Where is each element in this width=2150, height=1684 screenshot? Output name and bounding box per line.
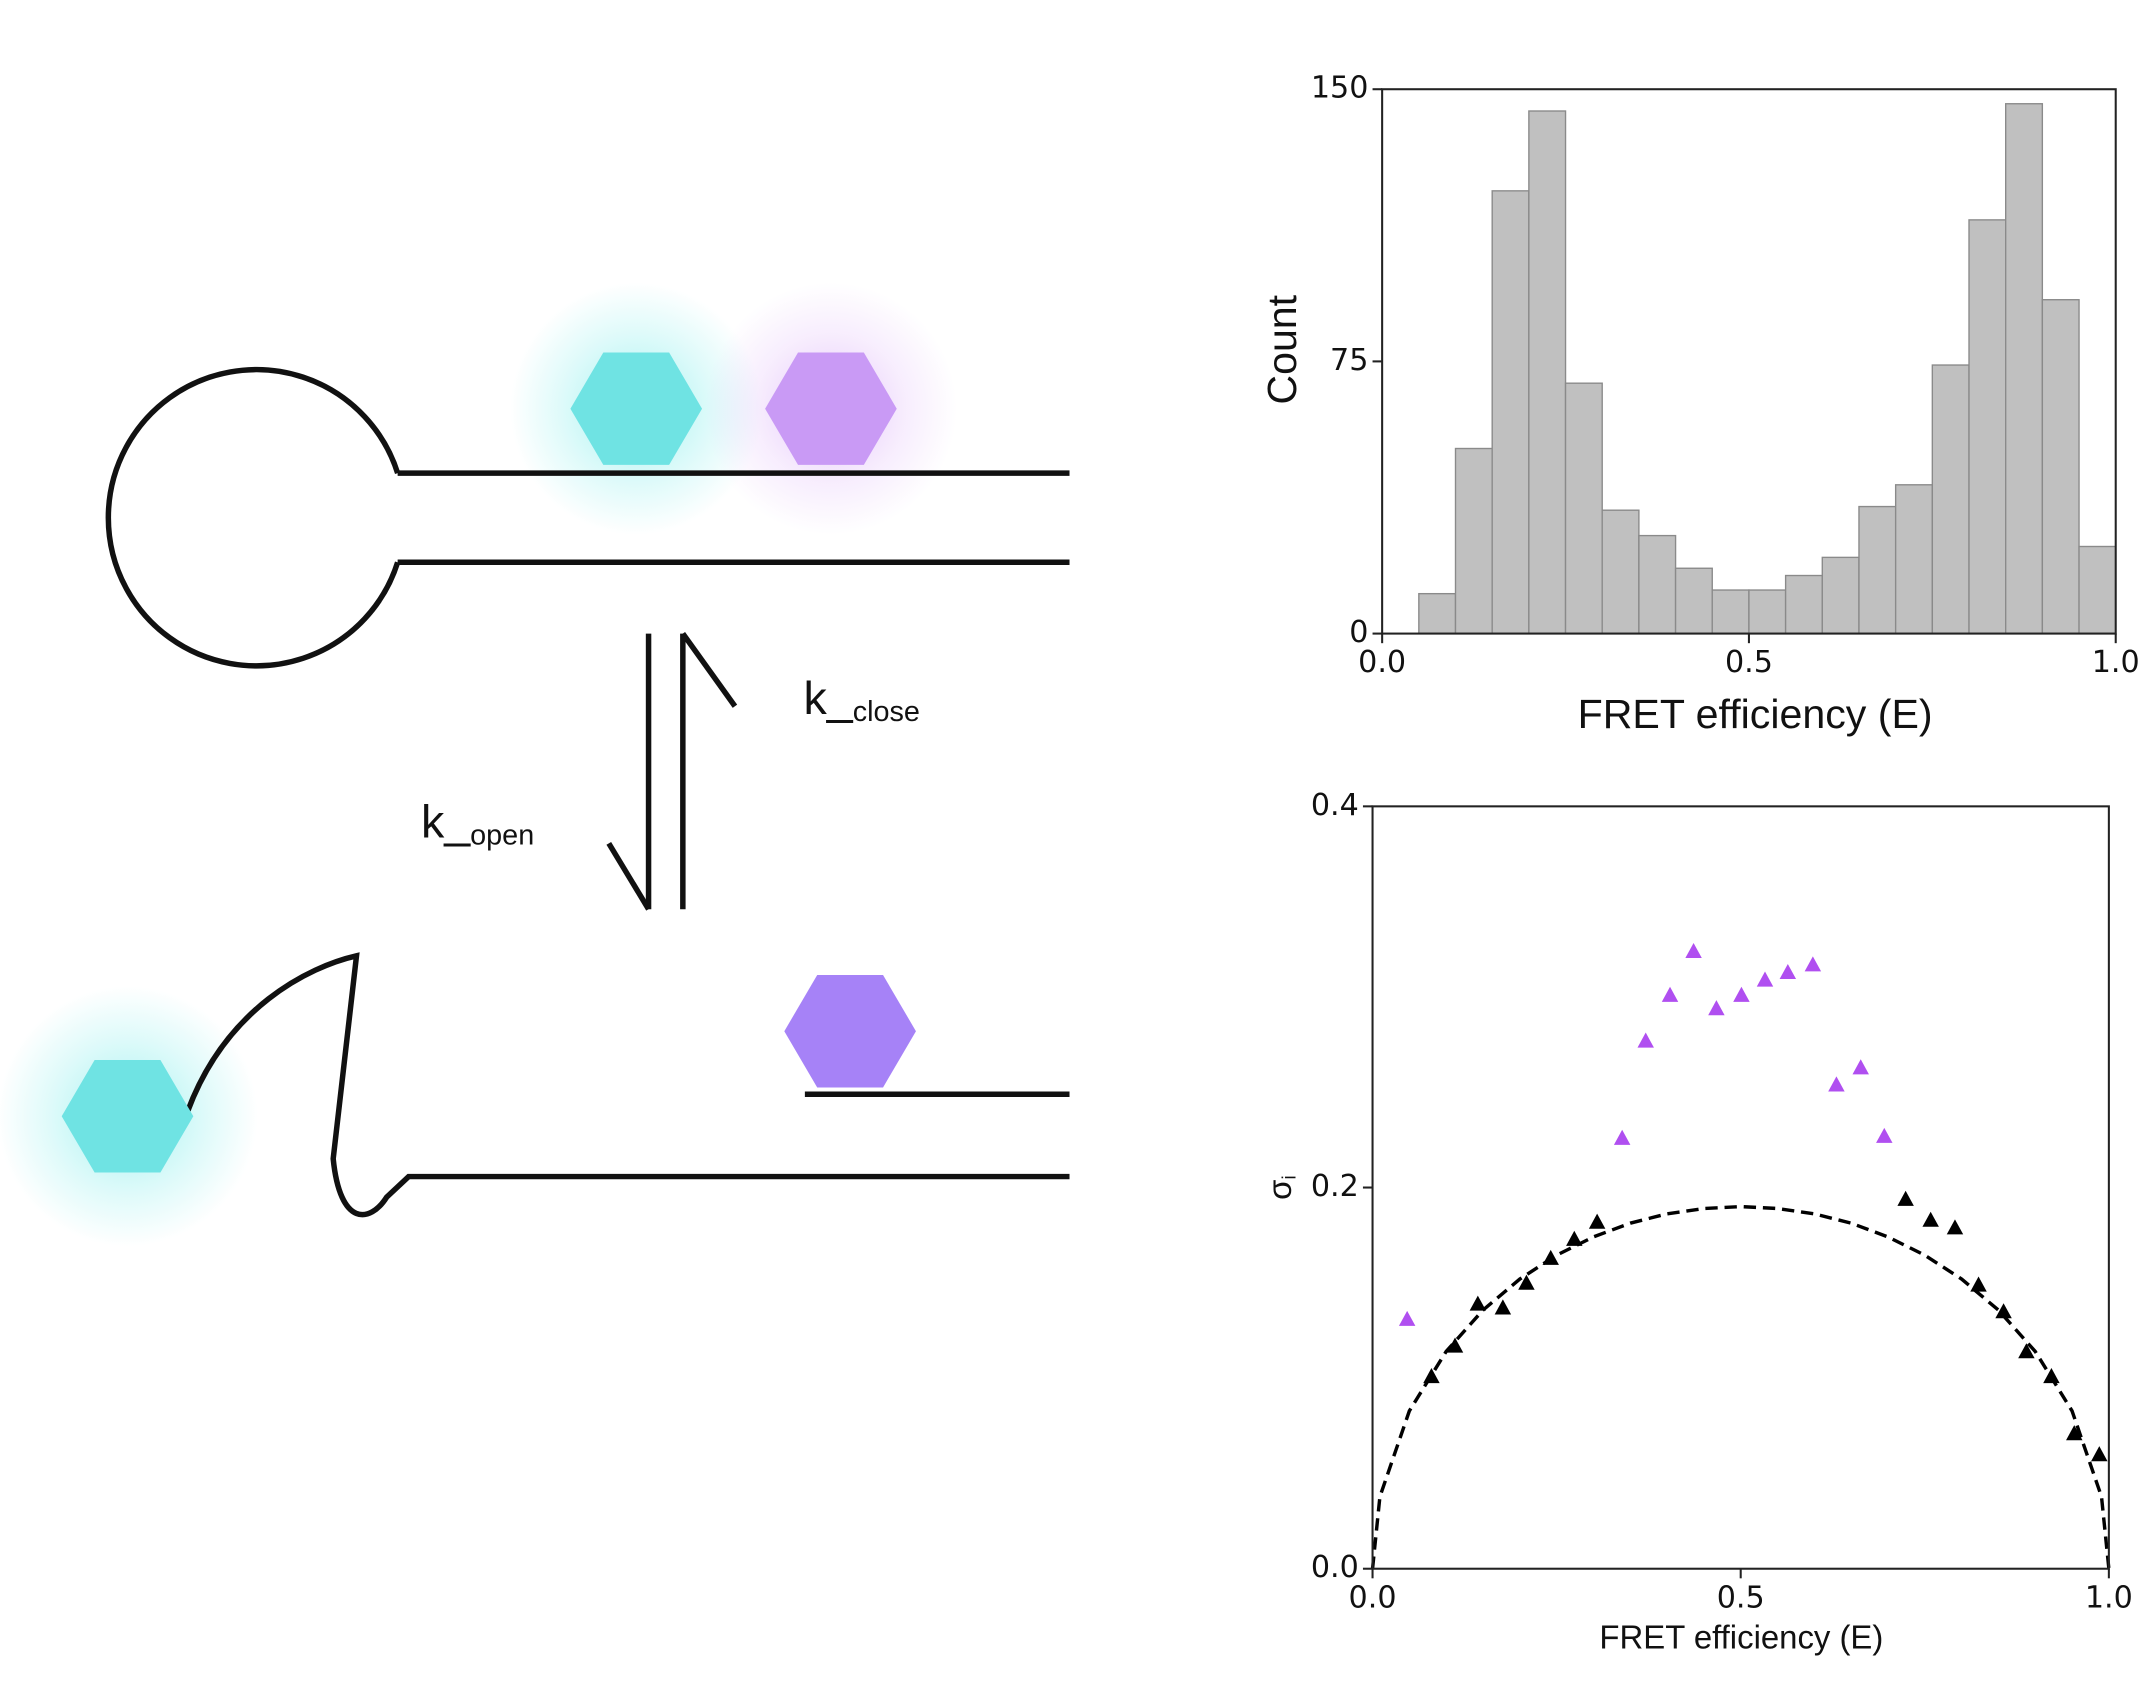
- point: [1970, 1276, 1987, 1292]
- point: [1756, 971, 1774, 987]
- point: [1613, 1129, 1631, 1145]
- point: [2043, 1367, 2060, 1384]
- bar: [2004, 103, 2044, 635]
- y-tick-label: 0: [1349, 615, 1368, 650]
- rate-label: k_open: [421, 796, 534, 851]
- point: [1588, 1213, 1606, 1229]
- y-tick-label: 0.2: [1311, 1169, 1359, 1204]
- bar: [1454, 447, 1493, 635]
- point: [2091, 1446, 2108, 1462]
- bar: [1931, 364, 1970, 635]
- rate-subscript: close: [853, 696, 920, 728]
- point: [1469, 1295, 1487, 1311]
- x-axis-label: FRET efficiency (E): [1599, 1619, 1883, 1656]
- point: [1566, 1230, 1583, 1246]
- acceptor-dye: [784, 975, 916, 1088]
- point: [1852, 1059, 1869, 1075]
- point: [1518, 1274, 1535, 1290]
- bar: [1528, 110, 1567, 635]
- point: [2018, 1343, 2035, 1359]
- y-axis-label-main: Count: [1259, 294, 1305, 404]
- bar: [1858, 505, 1897, 635]
- x-tick-label: 0.5: [1725, 645, 1773, 680]
- x-tick-label: 0.0: [1349, 1580, 1397, 1615]
- rate-symbol: k_: [804, 672, 854, 724]
- donor-dye: [570, 352, 703, 465]
- y-tick-label: 75: [1330, 343, 1368, 378]
- bar: [1968, 219, 2007, 635]
- point: [1685, 942, 1702, 959]
- bar: [1564, 382, 1603, 635]
- bar: [1601, 509, 1640, 635]
- point: [1708, 1000, 1725, 1016]
- bar: [2078, 545, 2117, 635]
- bar: [1784, 574, 1823, 635]
- point: [1995, 1303, 2012, 1319]
- point: [1733, 986, 1750, 1002]
- bar: [1491, 190, 1530, 635]
- point: [1897, 1190, 1914, 1206]
- x-tick-label: 1.0: [2092, 645, 2140, 680]
- arrow-head: [606, 841, 651, 911]
- rate-symbol: k_: [421, 796, 471, 848]
- point: [1922, 1211, 1939, 1227]
- plot-frame: [1371, 805, 2110, 1570]
- point: [2066, 1425, 2083, 1441]
- open-strand: [185, 952, 1070, 1218]
- point: [1876, 1127, 1893, 1143]
- bar: [1674, 567, 1713, 635]
- point: [1779, 963, 1797, 980]
- point: [1637, 1032, 1654, 1048]
- y-tick-label: 0.4: [1311, 788, 1359, 823]
- arrow-head: [680, 631, 738, 708]
- bar: [1894, 484, 1934, 635]
- x-tick-label: 0.0: [1358, 645, 1406, 680]
- bar: [2041, 299, 2080, 635]
- y-axis-label-main: σ: [1261, 1180, 1298, 1200]
- point: [1446, 1337, 1464, 1353]
- acceptor-dye: [765, 352, 897, 465]
- point: [1494, 1299, 1512, 1315]
- point: [1828, 1076, 1845, 1092]
- x-axis-label: FRET efficiency (E): [1578, 691, 1933, 737]
- point: [1661, 986, 1679, 1002]
- hairpin-loop: [105, 366, 401, 669]
- bar: [1418, 592, 1457, 635]
- diagram: [0, 282, 1070, 1247]
- point: [1542, 1249, 1559, 1265]
- point: [1423, 1367, 1440, 1384]
- y-tick-label: 0.0: [1311, 1550, 1359, 1585]
- point: [1804, 956, 1822, 972]
- y-tick-label: 150: [1311, 71, 1369, 106]
- fit-curve: [1370, 1204, 2111, 1569]
- rate-label: k_close: [804, 672, 920, 727]
- donor-dye: [61, 1060, 194, 1173]
- bar: [1638, 534, 1677, 635]
- x-tick-label: 0.5: [1717, 1580, 1765, 1615]
- point: [1398, 1310, 1416, 1326]
- bar: [1748, 589, 1787, 635]
- bar: [1711, 589, 1750, 635]
- y-axis-label-sub: i: [1278, 1175, 1300, 1179]
- point: [1946, 1219, 1964, 1235]
- bar: [1821, 556, 1860, 635]
- x-tick-label: 1.0: [2085, 1580, 2133, 1615]
- rate-subscript: open: [470, 819, 534, 851]
- y-axis-label: Count: [1259, 294, 1305, 404]
- y-axis-label: σi: [1261, 1175, 1301, 1200]
